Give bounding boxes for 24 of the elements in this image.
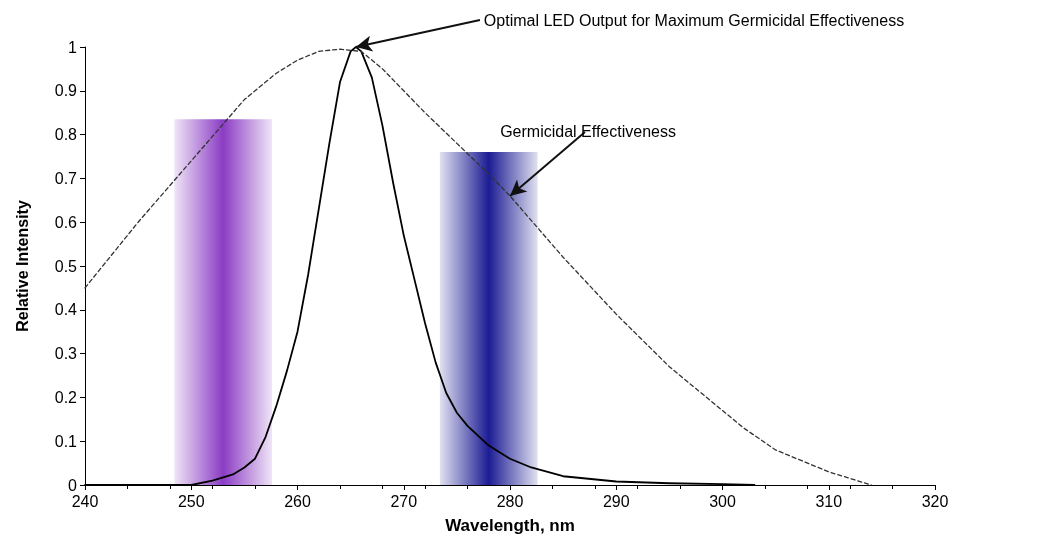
x-axis-title: Wavelength, nm	[445, 516, 575, 535]
y-tick-label: 1	[68, 38, 78, 56]
y-tick-label: 0.9	[54, 82, 78, 100]
y-tick-label: 0.7	[54, 169, 78, 187]
y-tick-label: 0	[68, 476, 78, 494]
x-tick-label: 290	[602, 492, 630, 510]
x-tick-label: 250	[177, 492, 205, 510]
x-tick-label: 310	[815, 492, 843, 510]
y-tick-label: 0.3	[54, 345, 78, 363]
annotation: Germicidal Effectiveness	[500, 123, 676, 141]
y-tick-label: 0.4	[54, 301, 78, 319]
y-tick-label: 0.6	[54, 213, 78, 231]
y-axis-title: Relative Intensity	[13, 200, 31, 332]
x-tick-label: 260	[284, 492, 311, 510]
y-tick-label: 0.1	[54, 432, 78, 450]
y-tick-label: 0.2	[54, 388, 78, 406]
x-tick-label: 300	[709, 492, 736, 510]
x-tick-label: 240	[71, 492, 99, 510]
x-tick-label: 270	[390, 492, 418, 510]
annotation: Optimal LED Output for Maximum Germicidal Effectiveness	[483, 11, 905, 29]
x-tick-label: 320	[921, 492, 949, 510]
y-tick-label: 0.8	[54, 126, 78, 144]
y-tick-label: 0.5	[54, 257, 78, 275]
x-tick-label: 280	[496, 492, 524, 510]
